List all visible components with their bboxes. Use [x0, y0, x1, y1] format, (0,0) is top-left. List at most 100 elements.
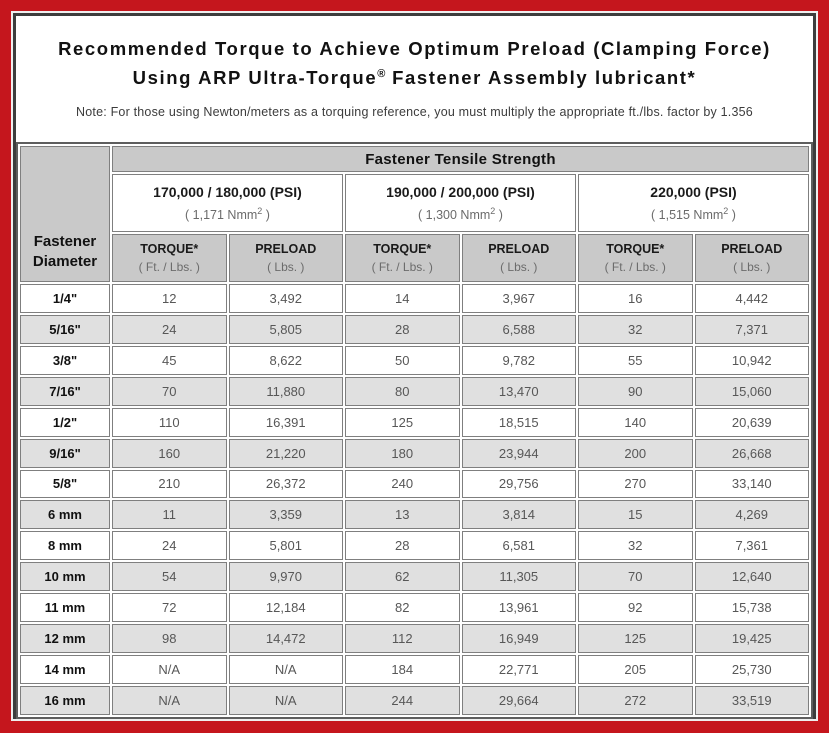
value-cell: 15: [578, 500, 693, 530]
value-cell: 80: [345, 376, 460, 406]
conversion-note: Note: For those using Newton/meters as a…: [76, 105, 753, 120]
value-cell: 92: [578, 593, 693, 623]
value-cell: 13,470: [461, 376, 576, 406]
value-cell: 26,372: [228, 469, 343, 499]
value-cell: 33,140: [694, 469, 809, 499]
value-cell: 98: [112, 624, 227, 654]
value-cell: 25,730: [694, 655, 809, 684]
diameter-cell: 7/16": [20, 376, 110, 406]
value-cell: 26,668: [694, 438, 809, 468]
value-cell: 22,771: [461, 655, 576, 684]
value-cell: N/A: [228, 685, 343, 715]
value-cell: 3,967: [461, 284, 576, 313]
diameter-cell: 10 mm: [20, 562, 110, 592]
value-cell: 28: [345, 314, 460, 344]
value-cell: 70: [578, 562, 693, 592]
table-row: 12 mm 98 14,472 112 16,949 125 19,425: [20, 624, 809, 654]
psi-value: 220,000 (PSI): [650, 183, 737, 200]
value-cell: 140: [578, 407, 693, 437]
value-cell: 6,581: [461, 531, 576, 561]
value-cell: 16,949: [461, 624, 576, 654]
registered-trademark-symbol: ®: [377, 67, 386, 80]
diameter-cell: 14 mm: [20, 655, 110, 684]
value-cell: 72: [112, 593, 227, 623]
value-cell: 11,305: [461, 562, 576, 592]
value-cell: 3,814: [461, 500, 576, 530]
value-cell: 20,639: [694, 407, 809, 437]
value-cell: 70: [112, 376, 227, 406]
header-row-columns: TORQUE* ( Ft. / Lbs. ) PRELOAD ( Lbs. ) …: [20, 234, 809, 282]
value-cell: 210: [112, 469, 227, 499]
fastener-diameter-header: Fastener Diameter: [20, 146, 110, 282]
content-panel: Recommended Torque to Achieve Optimum Pr…: [13, 13, 816, 719]
title-line-1: Recommended Torque to Achieve Optimum Pr…: [58, 38, 771, 59]
value-cell: 15,738: [694, 593, 809, 623]
value-cell: 10,942: [694, 345, 809, 375]
value-cell: 24: [112, 314, 227, 344]
table-row: 5/16" 24 5,805 28 6,588 32 7,371: [20, 314, 809, 344]
value-cell: N/A: [112, 685, 227, 715]
psi-group-header: 220,000 (PSI) ( 1,515 Nmm2 ): [578, 174, 809, 232]
value-cell: N/A: [112, 655, 227, 684]
value-cell: 16,391: [228, 407, 343, 437]
value-cell: 32: [578, 531, 693, 561]
diameter-cell: 1/2": [20, 407, 110, 437]
title-line-2: Using ARP Ultra-Torque® Fastener Assembl…: [132, 66, 697, 88]
value-cell: 184: [345, 655, 460, 684]
value-cell: 54: [112, 562, 227, 592]
value-cell: 55: [578, 345, 693, 375]
value-cell: 4,442: [694, 284, 809, 313]
value-cell: 12: [112, 284, 227, 313]
value-cell: 33,519: [694, 685, 809, 715]
value-cell: 9,782: [461, 345, 576, 375]
header-row-tensile: Fastener Diameter Fastener Tensile Stren…: [20, 146, 809, 282]
table-row: 3/8" 45 8,622 50 9,782 55 10,942: [20, 345, 809, 375]
table-row: 14 mm N/A N/A 184 22,771 205 25,730: [20, 655, 809, 684]
value-cell: 9,970: [228, 562, 343, 592]
value-cell: 240: [345, 469, 460, 499]
value-cell: 180: [345, 438, 460, 468]
value-cell: 14,472: [228, 624, 343, 654]
value-cell: 3,492: [228, 284, 343, 313]
diameter-cell: 5/8": [20, 469, 110, 499]
tensile-strength-header: Fastener Tensile Strength: [112, 146, 809, 172]
value-cell: 3,359: [228, 500, 343, 530]
value-cell: 29,664: [461, 685, 576, 715]
value-cell: 13: [345, 500, 460, 530]
table-row: 7/16" 70 11,880 80 13,470 90 15,060: [20, 376, 809, 406]
value-cell: 19,425: [694, 624, 809, 654]
value-cell: 62: [345, 562, 460, 592]
value-cell: 13,961: [461, 593, 576, 623]
diameter-cell: 6 mm: [20, 500, 110, 530]
preload-column-header: PRELOAD ( Lbs. ): [694, 234, 809, 282]
header-row-psi-groups: 170,000 / 180,000 (PSI) ( 1,171 Nmm2 ) 1…: [20, 174, 809, 232]
page-title: Recommended Torque to Achieve Optimum Pr…: [16, 35, 813, 92]
table-row: 10 mm 54 9,970 62 11,305 70 12,640: [20, 562, 809, 592]
value-cell: 244: [345, 685, 460, 715]
value-cell: 29,756: [461, 469, 576, 499]
psi-value: 170,000 / 180,000 (PSI): [153, 183, 302, 200]
diameter-cell: 11 mm: [20, 593, 110, 623]
value-cell: 5,801: [228, 531, 343, 561]
diameter-cell: 8 mm: [20, 531, 110, 561]
psi-group-header: 170,000 / 180,000 (PSI) ( 1,171 Nmm2 ): [112, 174, 343, 232]
nmm-value: ( 1,171 Nmm2 ): [185, 205, 270, 223]
diameter-cell: 12 mm: [20, 624, 110, 654]
value-cell: 18,515: [461, 407, 576, 437]
preload-column-header: PRELOAD ( Lbs. ): [228, 234, 343, 282]
table-row: 8 mm 24 5,801 28 6,581 32 7,361: [20, 531, 809, 561]
diameter-cell: 5/16": [20, 314, 110, 344]
value-cell: 15,060: [694, 376, 809, 406]
diameter-cell: 1/4": [20, 284, 110, 313]
nmm-value: ( 1,300 Nmm2 ): [418, 205, 503, 223]
torque-column-header: TORQUE* ( Ft. / Lbs. ): [578, 234, 693, 282]
value-cell: 125: [578, 624, 693, 654]
table-row: 1/2" 110 16,391 125 18,515 140 20,639: [20, 407, 809, 437]
value-cell: 50: [345, 345, 460, 375]
table-row: 1/4" 12 3,492 14 3,967 16 4,442: [20, 284, 809, 313]
torque-table: Fastener Diameter Fastener Tensile Stren…: [16, 142, 813, 719]
value-cell: 11,880: [228, 376, 343, 406]
diameter-cell: 16 mm: [20, 685, 110, 715]
value-cell: 21,220: [228, 438, 343, 468]
